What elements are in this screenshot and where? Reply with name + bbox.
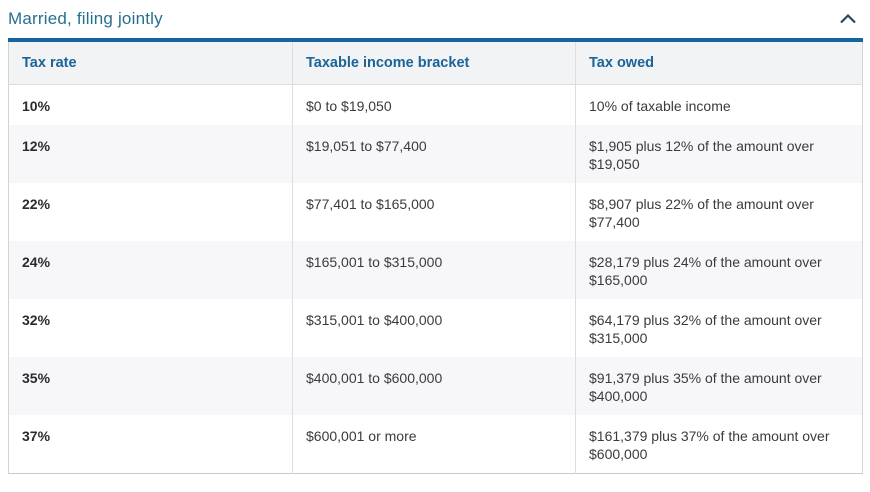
tax-owed-cell: $28,179 plus 24% of the amount over $165…	[575, 241, 863, 299]
table-row: 32% $315,001 to $400,000 $64,179 plus 32…	[9, 299, 863, 357]
tax-owed-cell: $91,379 plus 35% of the amount over $400…	[575, 357, 863, 415]
tax-owed-cell: $1,905 plus 12% of the amount over $19,0…	[575, 125, 863, 183]
table-row: 37% $600,001 or more $161,379 plus 37% o…	[9, 415, 863, 474]
tax-owed-cell: $8,907 plus 22% of the amount over $77,4…	[575, 183, 863, 241]
table-row: 10% $0 to $19,050 10% of taxable income	[9, 84, 863, 125]
tax-rate-cell: 32%	[22, 312, 51, 328]
tax-rate-cell: 24%	[8, 241, 293, 299]
tax-brackets-panel: Married, filing jointly Tax rate Taxable…	[8, 0, 863, 474]
column-header-tax-owed: Tax owed	[575, 40, 863, 85]
accordion-header[interactable]: Married, filing jointly	[8, 0, 862, 36]
income-bracket-cell: $165,001 to $315,000	[292, 241, 576, 299]
income-bracket-cell: $600,001 or more	[292, 415, 576, 474]
tax-rate-cell: 37%	[22, 428, 51, 444]
table-row: 35% $400,001 to $600,000 $91,379 plus 35…	[8, 357, 863, 415]
column-header-income-bracket: Taxable income bracket	[292, 40, 576, 85]
accordion-title: Married, filing jointly	[8, 9, 163, 28]
income-bracket-cell: $0 to $19,050	[292, 84, 576, 125]
tax-bracket-table: Tax rate Taxable income bracket Tax owed…	[8, 38, 863, 474]
table-header-row: Tax rate Taxable income bracket Tax owed	[8, 40, 863, 85]
tax-owed-cell: $64,179 plus 32% of the amount over $315…	[575, 299, 863, 357]
income-bracket-cell: $19,051 to $77,400	[292, 125, 576, 183]
tax-owed-cell: $161,379 plus 37% of the amount over $60…	[575, 415, 863, 474]
tax-rate-cell: 22%	[22, 196, 51, 212]
tax-rate-cell: 35%	[8, 357, 293, 415]
chevron-up-icon[interactable]	[838, 12, 862, 26]
income-bracket-cell: $77,401 to $165,000	[292, 183, 576, 241]
table-row: 22% $77,401 to $165,000 $8,907 plus 22% …	[9, 183, 863, 241]
tax-rate-cell: 12%	[8, 125, 293, 183]
tax-owed-cell: 10% of taxable income	[575, 84, 863, 125]
tax-rate-cell: 10%	[22, 98, 51, 114]
table-row: 12% $19,051 to $77,400 $1,905 plus 12% o…	[8, 125, 863, 183]
income-bracket-cell: $315,001 to $400,000	[292, 299, 576, 357]
table-row: 24% $165,001 to $315,000 $28,179 plus 24…	[8, 241, 863, 299]
income-bracket-cell: $400,001 to $600,000	[292, 357, 576, 415]
column-header-tax-rate: Tax rate	[8, 40, 293, 85]
